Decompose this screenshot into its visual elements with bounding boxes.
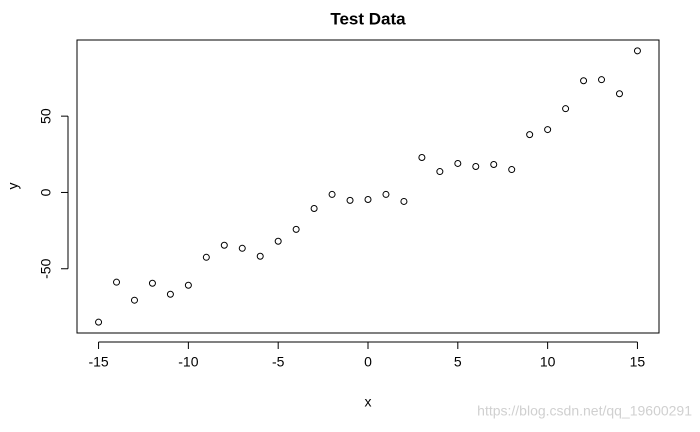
point bbox=[220, 241, 228, 249]
y-tick-label: 50 bbox=[38, 108, 54, 124]
point bbox=[130, 296, 138, 304]
x-tick-label: -10 bbox=[178, 354, 198, 370]
x-tick-label: -15 bbox=[88, 354, 108, 370]
x-tick-label: 10 bbox=[540, 354, 556, 370]
point bbox=[598, 76, 606, 84]
point bbox=[292, 225, 300, 233]
point bbox=[202, 253, 210, 261]
x-tick-label: 15 bbox=[630, 354, 646, 370]
point bbox=[310, 204, 318, 212]
x-axis-label: x bbox=[365, 394, 372, 410]
plot-box bbox=[76, 39, 660, 334]
point bbox=[454, 159, 462, 167]
point bbox=[418, 154, 426, 162]
point bbox=[436, 168, 444, 176]
y-tick-label: 0 bbox=[38, 188, 54, 196]
x-tick-label: 5 bbox=[454, 354, 462, 370]
watermark: https://blog.csdn.net/qq_19600291 bbox=[477, 403, 692, 419]
chart-title: Test Data bbox=[330, 9, 406, 28]
point bbox=[580, 77, 588, 85]
point bbox=[544, 126, 552, 134]
point bbox=[238, 244, 246, 252]
point bbox=[95, 318, 103, 326]
point bbox=[615, 90, 623, 98]
point bbox=[490, 161, 498, 169]
point bbox=[256, 252, 264, 260]
point bbox=[166, 290, 174, 298]
point bbox=[148, 279, 156, 287]
point bbox=[472, 163, 480, 171]
point bbox=[184, 281, 192, 289]
point bbox=[526, 131, 534, 139]
point bbox=[508, 166, 516, 174]
y-axis-label: y bbox=[5, 183, 21, 190]
point bbox=[346, 196, 354, 204]
y-tick-label: -50 bbox=[38, 258, 54, 278]
point bbox=[274, 237, 282, 245]
x-tick-label: -5 bbox=[272, 354, 285, 370]
point bbox=[633, 47, 641, 55]
point bbox=[328, 190, 336, 198]
point bbox=[562, 105, 570, 113]
point bbox=[400, 197, 408, 205]
point bbox=[113, 278, 121, 286]
x-tick-label: 0 bbox=[364, 354, 372, 370]
point bbox=[382, 190, 390, 198]
point bbox=[364, 195, 372, 203]
